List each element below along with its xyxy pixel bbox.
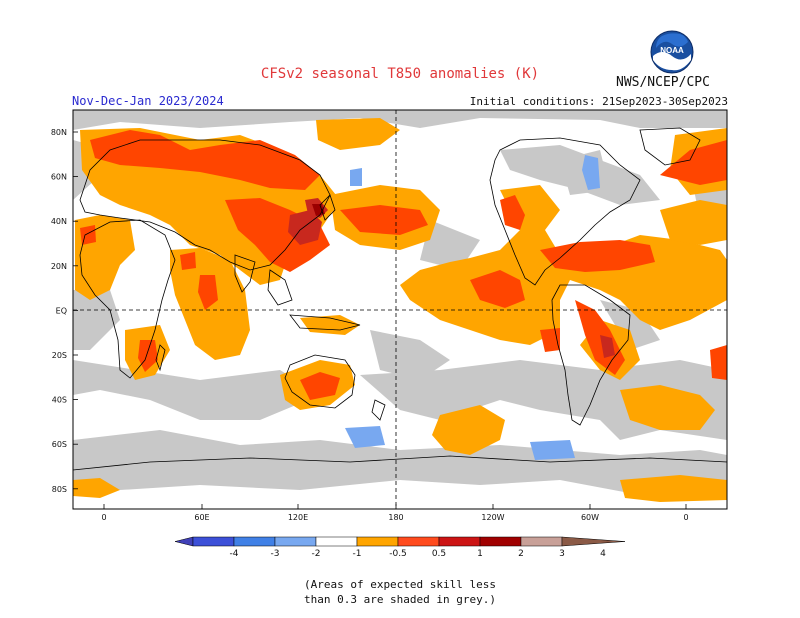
colorbar-swatch — [397, 536, 440, 547]
anomaly-field — [73, 110, 727, 509]
colorbar-swatch — [192, 536, 235, 547]
noaa-logo: NOAA — [650, 30, 694, 74]
colorbar-label: 0.5 — [432, 549, 446, 559]
longitude-axis: 0 60E 120E 180 120W 60W 0 — [101, 504, 689, 522]
lon-label: 180 — [388, 513, 403, 522]
colorbar-label: -1 — [353, 549, 362, 559]
colorbar-label: -0.5 — [389, 549, 407, 559]
lon-label: 0 — [101, 513, 106, 522]
lat-label: 20N — [51, 262, 67, 271]
lon-label: 60E — [194, 513, 209, 522]
lon-label: 120W — [481, 513, 504, 522]
lat-label: 60S — [52, 440, 67, 449]
colorbar-label: 2 — [518, 549, 524, 559]
colorbar-right-arrow — [561, 536, 626, 547]
colorbar-swatch — [233, 536, 276, 547]
colorbar-legend: -4 -3 -2 -1 -0.5 0.5 1 2 3 4 — [174, 536, 626, 559]
colorbar-swatch — [274, 536, 317, 547]
colorbar-swatch — [520, 536, 563, 547]
colorbar-swatch — [438, 536, 481, 547]
colorbar-label: 4 — [600, 549, 606, 559]
colorbar-label: 1 — [477, 549, 483, 559]
colorbar-left-arrow — [174, 536, 194, 547]
noaa-logo-text: NOAA — [660, 46, 684, 55]
lon-label: 120E — [288, 513, 308, 522]
colorbar-label: -3 — [271, 549, 280, 559]
colorbar-swatch — [479, 536, 522, 547]
initial-conditions: Initial conditions: 21Sep2023-30Sep2023 — [469, 95, 728, 108]
colorbar-swatch — [356, 536, 399, 547]
coastlines — [73, 127, 727, 471]
skill-footnote: (Areas of expected skill less than 0.3 a… — [0, 577, 800, 607]
forecast-period: Nov-Dec-Jan 2023/2024 — [72, 94, 224, 108]
footnote-line-2: than 0.3 are shaded in grey.) — [303, 593, 497, 606]
lat-label: 60N — [51, 173, 67, 182]
colorbar-label: -2 — [312, 549, 321, 559]
anomaly-negative-areas — [345, 155, 600, 460]
anomaly-1-2-areas — [80, 130, 727, 400]
lat-label: 40S — [52, 396, 67, 405]
colorbar-label: -4 — [230, 549, 239, 559]
organization-label: NWS/NCEP/CPC — [616, 75, 710, 90]
lat-label: 80N — [51, 128, 67, 137]
anomaly-3-4-areas — [312, 204, 325, 216]
lon-label: 0 — [683, 513, 688, 522]
lon-label: 60W — [581, 513, 599, 522]
map-frame — [72, 109, 728, 510]
latitude-axis: 80N 60N 40N 20N EQ 20S 40S 60S 80S — [51, 128, 78, 494]
footnote-line-1: (Areas of expected skill less — [303, 578, 497, 591]
page-title: CFSv2 seasonal T850 anomalies (K) — [260, 66, 540, 82]
lat-label: 80S — [52, 485, 67, 494]
lat-label: 20S — [52, 351, 67, 360]
lat-label: EQ — [56, 306, 67, 315]
colorbar-label: 3 — [559, 549, 565, 559]
lat-label: 40N — [51, 217, 67, 226]
colorbar-swatch — [315, 536, 358, 547]
